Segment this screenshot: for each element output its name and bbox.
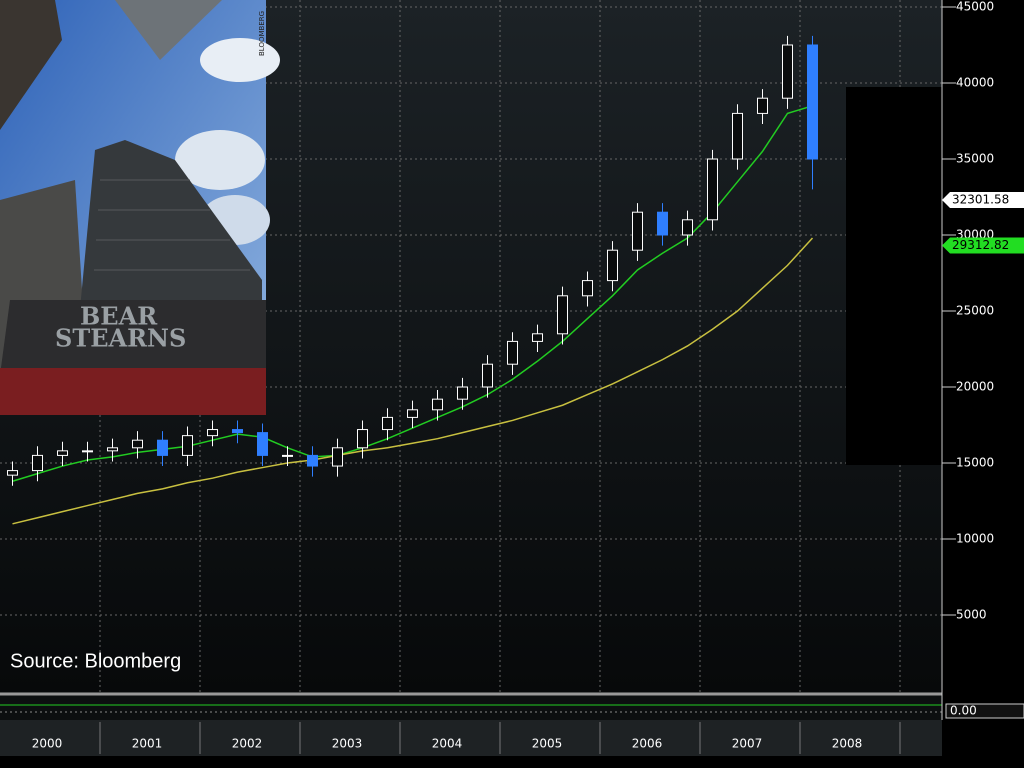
- building-windows: [94, 179, 250, 271]
- plot: [7, 35, 818, 525]
- cloud: [200, 38, 280, 82]
- candle-body: [257, 432, 268, 456]
- x-tick-label: 2005: [532, 737, 563, 751]
- price-marker-label: 32301.58: [952, 193, 1009, 207]
- x-axis-band: [0, 720, 942, 756]
- candle-body: [407, 409, 418, 418]
- candle-body: [757, 97, 768, 114]
- axis-background: [942, 0, 1024, 768]
- lower-tick-label: 0.00: [950, 704, 977, 718]
- candle-body: [207, 429, 218, 437]
- price-marker: [942, 192, 1024, 209]
- candle-body: [332, 447, 343, 467]
- x-tick-label: 2003: [332, 737, 363, 751]
- candle-body: [82, 450, 93, 453]
- lower-panel: [0, 692, 942, 720]
- building: [115, 0, 222, 60]
- y-tick-label: 20000: [956, 380, 994, 394]
- photo-inset: BEAR STEARNS BLOOMBERG: [0, 0, 280, 415]
- candle-body: [282, 454, 293, 457]
- candle-body: [232, 429, 243, 434]
- candle-body: [132, 439, 143, 449]
- candle-body: [632, 211, 643, 251]
- moving-average-line: [12, 237, 814, 525]
- candle-body: [107, 447, 118, 452]
- candle-body: [357, 429, 368, 449]
- candle-body: [382, 416, 393, 431]
- x-tick-label: 2004: [432, 737, 463, 751]
- price-marker-label: 29312.82: [952, 238, 1009, 252]
- candle-body: [557, 295, 568, 335]
- candle-body: [532, 333, 543, 342]
- sign-text: STEARNS: [55, 324, 186, 353]
- y-tick-label: 35000: [956, 152, 994, 166]
- y-tick-label: 40000: [956, 76, 994, 90]
- candle-body: [707, 158, 718, 221]
- x-tick-label: 2000: [32, 737, 63, 751]
- price-marker: [942, 237, 1024, 254]
- candle-body: [32, 454, 43, 472]
- candle-body: [182, 435, 193, 456]
- x-tick-label: 2001: [132, 737, 163, 751]
- x-tick-label: 2002: [232, 737, 263, 751]
- sign: [0, 300, 266, 375]
- candle-body: [507, 340, 518, 365]
- candle-body: [582, 280, 593, 297]
- source-note: Source: Bloomberg: [10, 650, 181, 672]
- candle-body: [307, 454, 318, 467]
- y-tick-label: 5000: [956, 608, 987, 622]
- candle-body: [432, 398, 443, 411]
- lower-tick-box: [945, 703, 1024, 719]
- x-tick-label: 2007: [732, 737, 763, 751]
- candle-body: [7, 470, 18, 476]
- candle-body: [657, 211, 668, 236]
- sign-base: [0, 368, 266, 415]
- candle-body: [57, 450, 68, 456]
- x-tick-label: 2006: [632, 737, 663, 751]
- candle-body: [782, 44, 793, 99]
- y-tick-label: 45000: [956, 0, 994, 14]
- candle-body: [482, 363, 493, 388]
- overlay-box: [846, 87, 942, 465]
- candle-body: [457, 386, 468, 400]
- cloud: [175, 130, 265, 190]
- candle-body: [157, 439, 168, 456]
- building: [0, 0, 62, 130]
- x-tick-label: 2008: [832, 737, 863, 751]
- y-tick-label: 25000: [956, 304, 994, 318]
- y-tick-label: 15000: [956, 456, 994, 470]
- y-tick-label: 10000: [956, 532, 994, 546]
- candle-body: [607, 249, 618, 282]
- candle-body: [682, 219, 693, 236]
- sign-text: BEAR: [80, 302, 158, 331]
- photo-credit: BLOOMBERG: [258, 11, 266, 56]
- candle-body: [807, 44, 818, 160]
- candle-body: [732, 112, 743, 160]
